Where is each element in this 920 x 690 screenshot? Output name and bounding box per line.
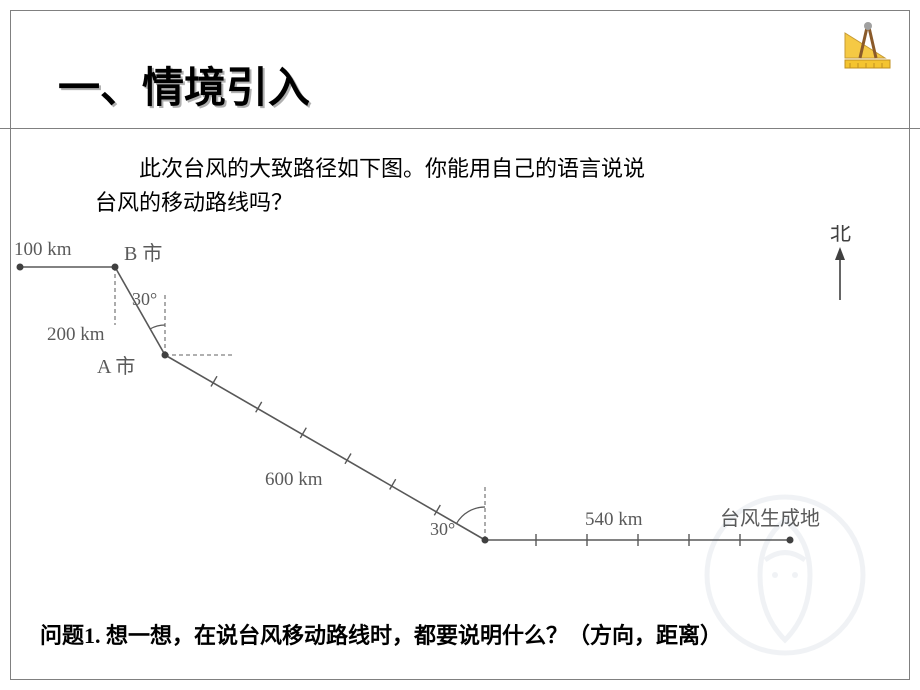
intro-line2: 台风的移动路线吗？	[95, 190, 293, 215]
label-100km: 100 km	[14, 239, 72, 260]
label-angle-top: 30°	[132, 289, 157, 309]
intro-paragraph: 此次台风的大致路径如下图。你能用自己的语言说说 台风的移动路线吗？	[95, 152, 795, 220]
compass-ruler-icon	[840, 18, 895, 73]
label-A: A 市	[97, 355, 135, 378]
label-north: 北	[830, 225, 851, 245]
divider-line	[0, 128, 920, 129]
question-text: 问题1. 想一想，在说台风移动路线时，都要说明什么？（方向，距离）	[40, 618, 722, 650]
intro-line1: 此次台风的大致路径如下图。你能用自己的语言说说	[139, 156, 645, 181]
section-title: 一、情境引入	[58, 54, 310, 115]
label-B: B 市	[124, 242, 162, 265]
label-540km: 540 km	[585, 509, 643, 530]
label-angle-bottom: 30°	[430, 519, 455, 539]
label-200km: 200 km	[47, 324, 105, 345]
watermark-icon	[700, 490, 870, 660]
label-600km: 600 km	[265, 469, 323, 490]
